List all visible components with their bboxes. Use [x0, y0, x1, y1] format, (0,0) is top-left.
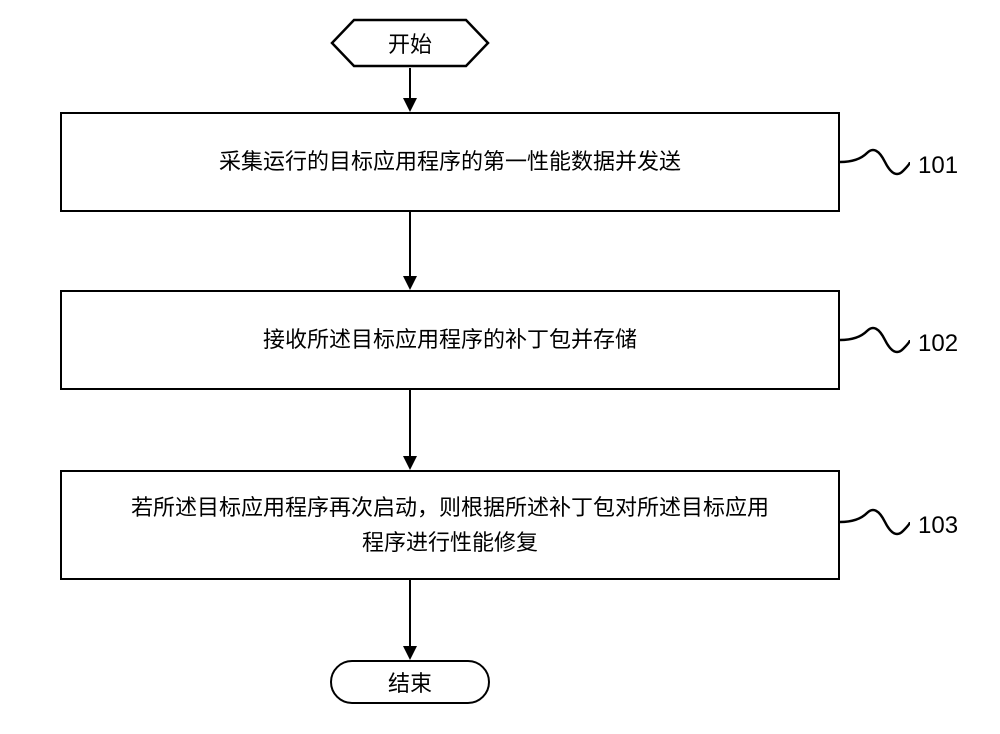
arrow-1-head — [403, 98, 417, 112]
end-node: 结束 — [330, 660, 490, 704]
step3-connector — [840, 504, 910, 540]
start-node: 开始 — [330, 18, 490, 68]
step2-text: 接收所述目标应用程序的补丁包并存储 — [263, 322, 637, 357]
step1-text: 采集运行的目标应用程序的第一性能数据并发送 — [219, 144, 681, 179]
arrow-2-head — [403, 276, 417, 290]
step3-box: 若所述目标应用程序再次启动，则根据所述补丁包对所述目标应用 程序进行性能修复 — [60, 470, 840, 580]
step2-connector — [840, 322, 910, 358]
start-label: 开始 — [330, 18, 490, 68]
arrow-1 — [409, 68, 411, 100]
arrow-3-head — [403, 456, 417, 470]
arrow-2 — [409, 212, 411, 278]
arrow-4-head — [403, 646, 417, 660]
step1-box: 采集运行的目标应用程序的第一性能数据并发送 — [60, 112, 840, 212]
step3-text: 若所述目标应用程序再次启动，则根据所述补丁包对所述目标应用 程序进行性能修复 — [131, 490, 769, 560]
arrow-4 — [409, 580, 411, 648]
step2-box: 接收所述目标应用程序的补丁包并存储 — [60, 290, 840, 390]
step1-connector — [840, 144, 910, 180]
end-label: 结束 — [388, 666, 432, 698]
step1-label: 101 — [918, 152, 958, 180]
step3-label: 103 — [918, 512, 958, 540]
arrow-3 — [409, 390, 411, 458]
flowchart-container: 开始 采集运行的目标应用程序的第一性能数据并发送 101 接收所述目标应用程序的… — [0, 0, 1000, 734]
step2-label: 102 — [918, 330, 958, 358]
